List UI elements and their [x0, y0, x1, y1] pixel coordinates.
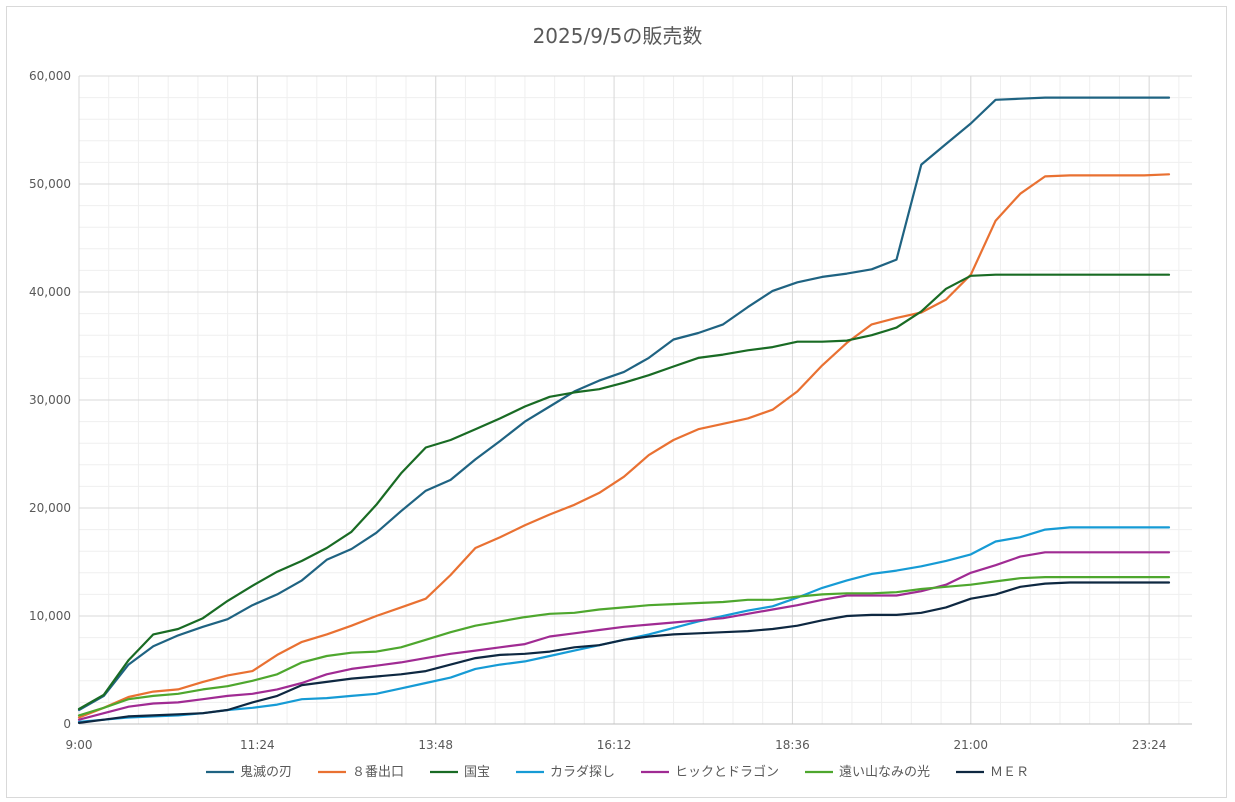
- legend-label: 国宝: [464, 765, 490, 780]
- y-tick-label: 0: [63, 717, 71, 731]
- y-tick-label: 60,000: [29, 69, 71, 83]
- series-line: [77, 273, 1171, 711]
- series-line: [77, 526, 1171, 723]
- chart-frame: [6, 6, 1227, 798]
- legend-label: 鬼滅の刃: [240, 764, 292, 780]
- x-tick-label: 23:24: [1132, 738, 1167, 752]
- y-tick-label: 20,000: [29, 501, 71, 515]
- x-tick-label: 9:00: [66, 738, 93, 752]
- x-tick-label: 11:24: [240, 738, 275, 752]
- x-tick-label: 16:12: [597, 738, 632, 752]
- legend-label: ８番出口: [352, 765, 404, 780]
- legend-label: カラダ探し: [550, 765, 615, 780]
- legend-label: 遠い山なみの光: [839, 765, 930, 780]
- x-tick-label: 18:36: [775, 738, 810, 752]
- legend: 鬼滅の刃 ８番出口 国宝 カラダ探し ヒックとドラゴン 遠い山なみの光 ＭＥＲ: [206, 764, 1029, 780]
- x-tick-label: 21:00: [953, 738, 988, 752]
- gridlines: [78, 75, 1192, 725]
- axes: 0 10,000 20,000 30,000 40,000 50,000 60,000 9:0…: [29, 69, 1192, 752]
- chart-title: 2025/9/5の販売数: [532, 24, 703, 48]
- y-tick-label: 50,000: [29, 177, 71, 191]
- y-tick-label: 40,000: [29, 285, 71, 299]
- series-line: [77, 581, 1171, 725]
- y-tick-label: 30,000: [29, 393, 71, 407]
- series-line: [77, 551, 1171, 721]
- series-line: [77, 96, 1171, 712]
- series-line: [77, 173, 1171, 719]
- x-tick-label: 13:48: [418, 738, 453, 752]
- series-line: [77, 575, 1171, 717]
- y-tick-label: 10,000: [29, 609, 71, 623]
- legend-label: ヒックとドラゴン: [675, 764, 779, 780]
- legend-label: ＭＥＲ: [990, 765, 1029, 780]
- series-lines: [77, 96, 1171, 725]
